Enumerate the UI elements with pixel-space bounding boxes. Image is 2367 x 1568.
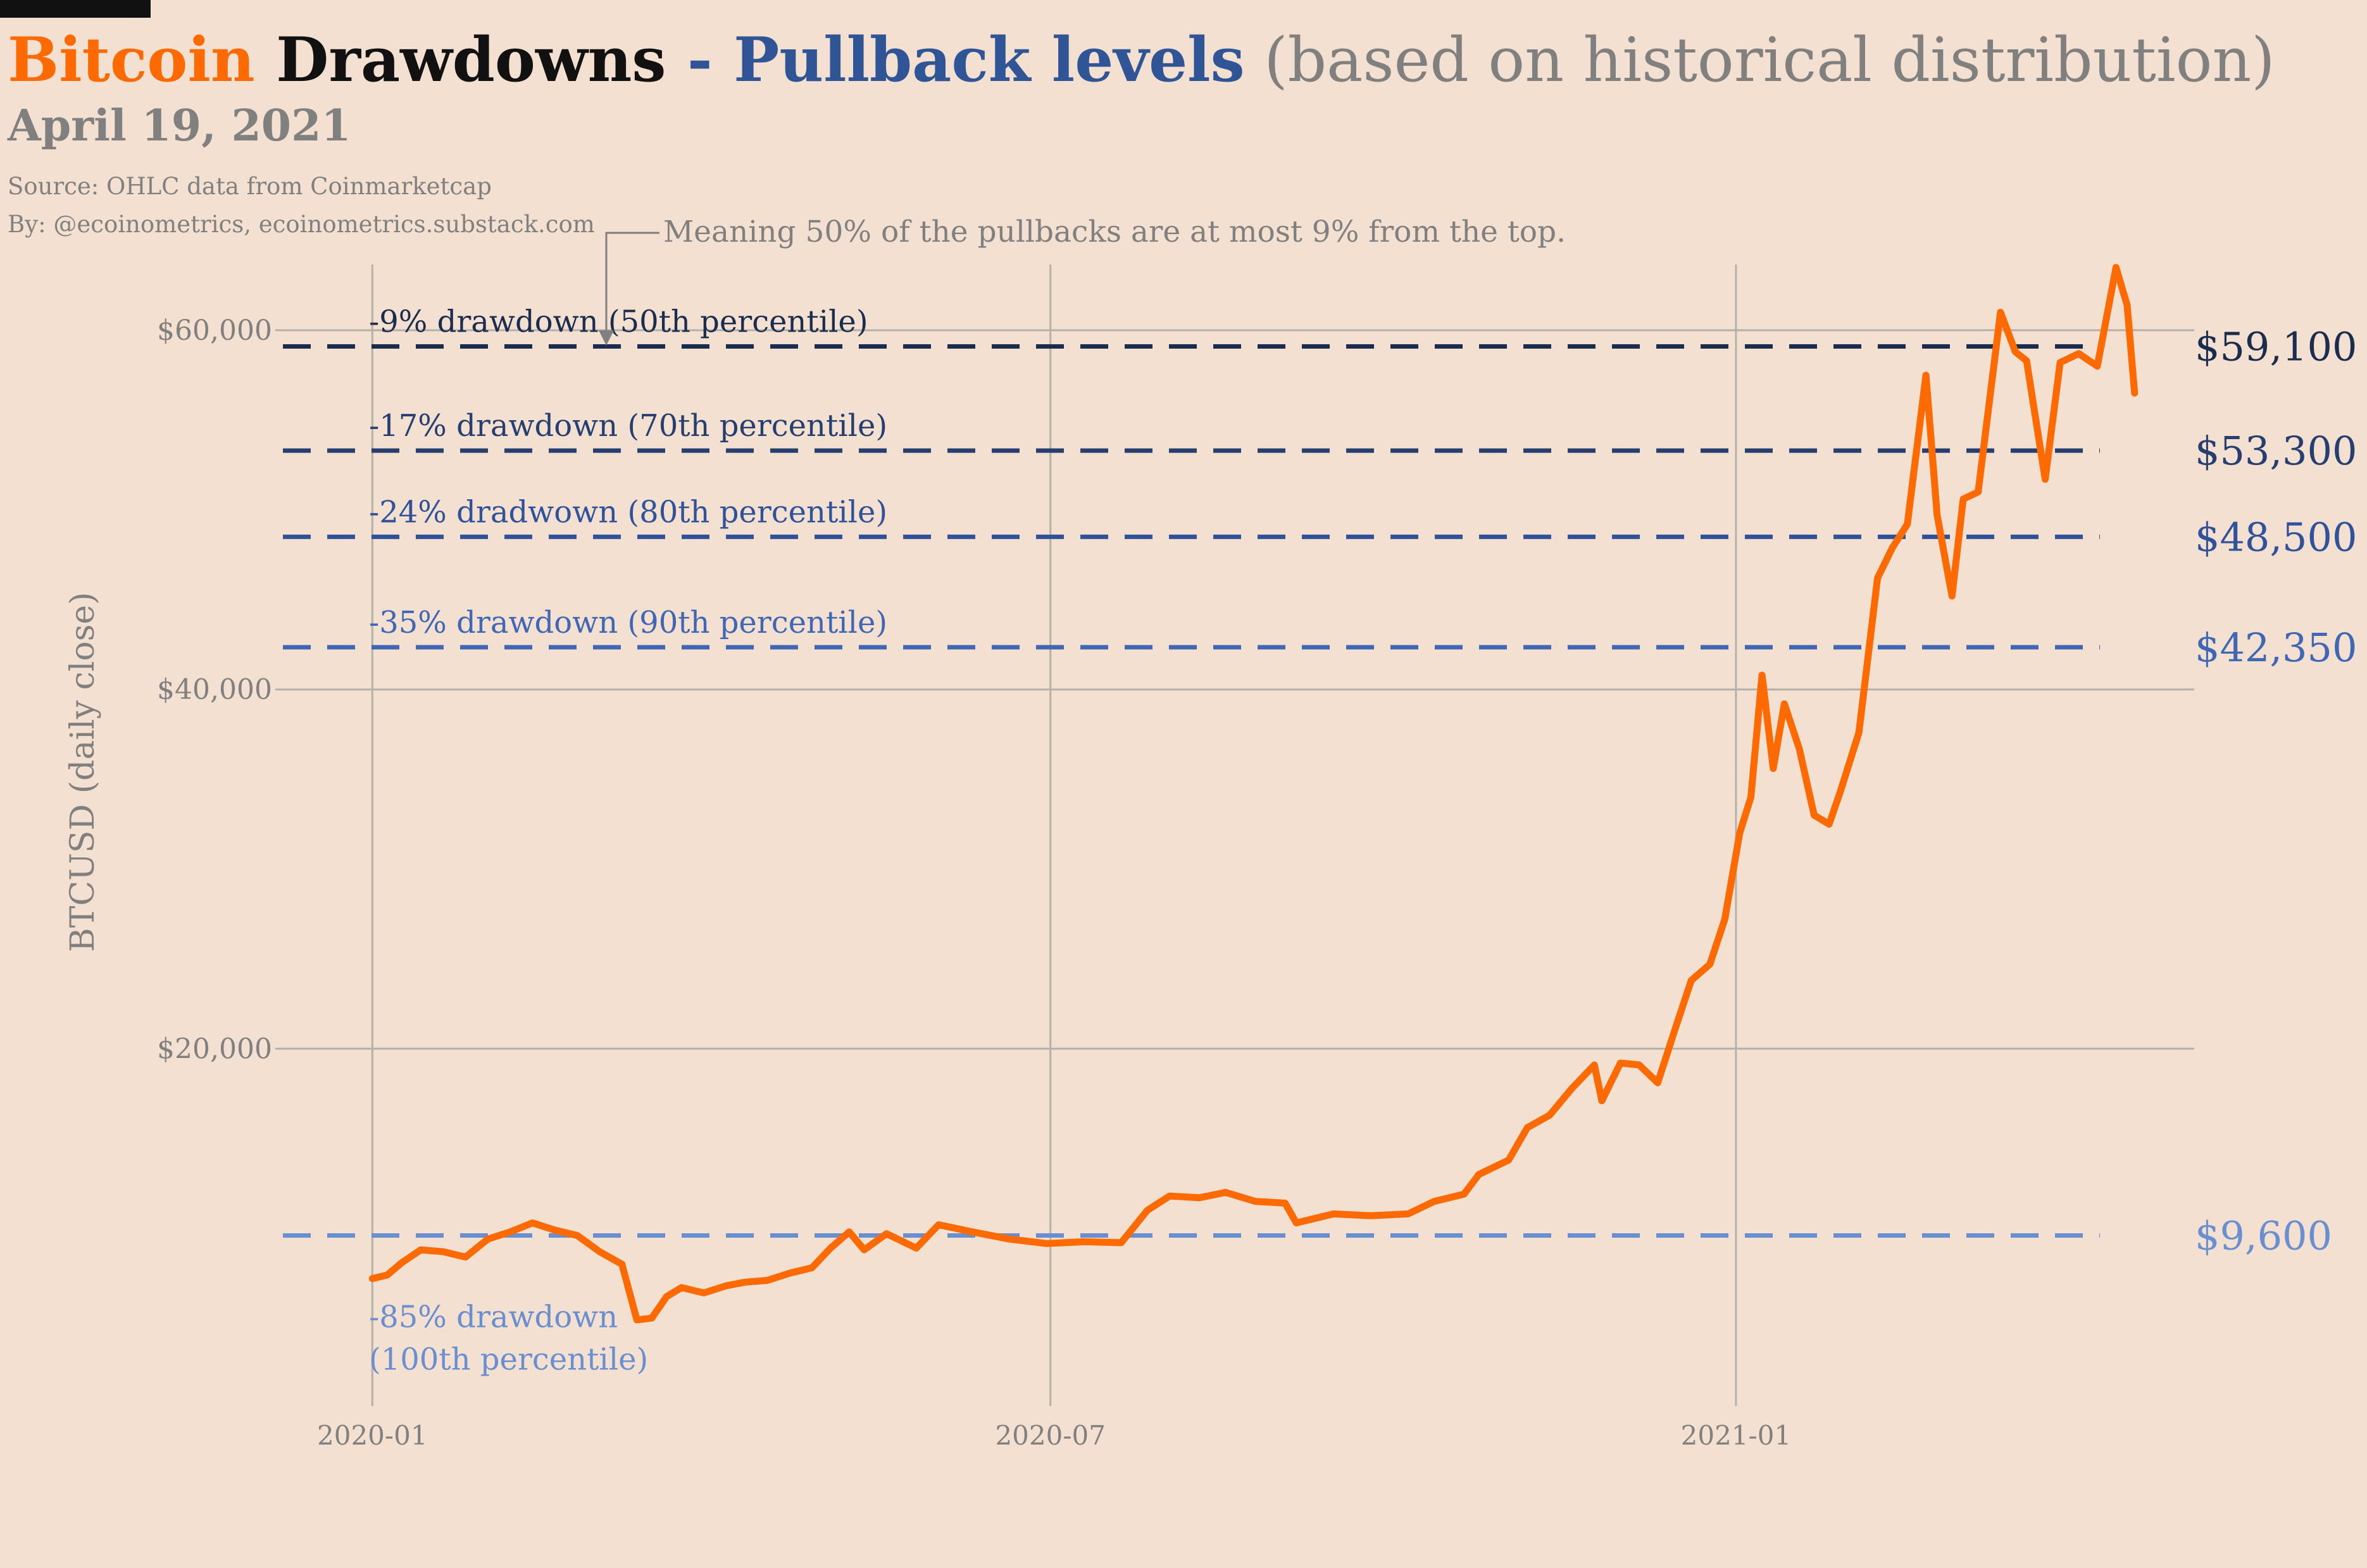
x-tick-label: 2020-07 — [995, 1420, 1106, 1451]
x-tick-label: 2021-01 — [1681, 1420, 1792, 1451]
y-axis-label: BTCUSD (daily close) — [64, 592, 102, 952]
pullback-levels: $59,100 -9% drawdown (50th percentile) $53… — [283, 304, 2357, 1378]
annotation-arrowhead — [599, 330, 614, 345]
level-value-label: $42,350 — [2195, 625, 2357, 671]
level-label: -85% drawdown — [369, 1300, 618, 1335]
level-label: -17% drawdown (70th percentile) — [369, 408, 887, 444]
level-value-label: $59,100 — [2195, 323, 2357, 370]
byline-note: By: @ecoinometrics, ecoinometrics.substa… — [8, 211, 595, 238]
chart-title: Bitcoin Drawdowns - Pullback levels (bas… — [8, 24, 2275, 96]
title-parenthetical: (based on historical distribution) — [1245, 25, 2275, 96]
corner-tab — [0, 0, 151, 18]
title-bitcoin: Bitcoin — [8, 24, 255, 96]
chart-date: April 19, 2021 — [7, 101, 351, 151]
title-drawdowns: Drawdowns — [255, 24, 666, 96]
level-label: -9% drawdown (50th percentile) — [369, 304, 868, 339]
annotation-arrow-line — [605, 232, 659, 335]
level-label: -35% drawdown (90th percentile) — [369, 605, 887, 640]
title-dash: - — [666, 24, 734, 96]
btc-price-line — [368, 264, 2139, 1324]
level-value-label: $48,500 — [2195, 514, 2357, 560]
title-pullback: Pullback levels — [734, 24, 1245, 96]
annotation: Meaning 50% of the pullbacks are at most… — [599, 215, 1566, 345]
y-tick-label: $20,000 — [157, 1033, 272, 1065]
level-value-label: $53,300 — [2195, 428, 2357, 474]
level-value-label: $9,600 — [2195, 1213, 2332, 1259]
level-label: -24% dradwown (80th percentile) — [369, 494, 887, 530]
source-note: Source: OHLC data from Coinmarketcap — [8, 173, 492, 200]
x-tick-label: 2020-01 — [317, 1420, 428, 1451]
y-tick-label: $40,000 — [157, 674, 272, 706]
level-label-line2: (100th percentile) — [369, 1342, 648, 1378]
annotation-text: Meaning 50% of the pullbacks are at most… — [663, 215, 1566, 249]
axis-ticks: 2020-01 2020-07 2021-01 $20,000 $40,000 $60,0… — [157, 314, 1791, 1451]
y-tick-label: $60,000 — [157, 314, 272, 347]
price-series — [368, 264, 2139, 1324]
